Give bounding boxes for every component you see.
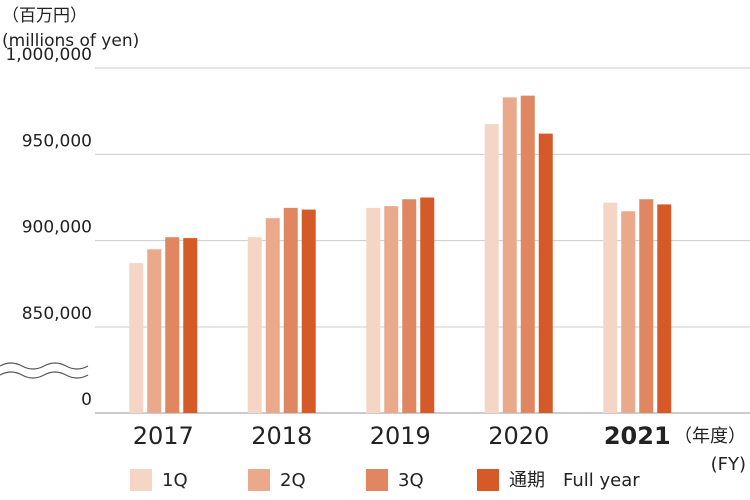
bar [265,218,280,413]
bar [147,249,162,413]
legend-label: 3Q [398,470,424,491]
bar [402,199,417,413]
y-tick-label: 1,000,000 [5,45,92,65]
x-tick-label: 2020 [488,422,549,450]
legend-swatch [477,469,499,491]
x-tick-label: 2017 [133,422,194,450]
y-tick-label: 900,000 [22,218,92,238]
legend-swatch [366,469,388,491]
axis-break [0,371,89,379]
y-tick-label: 850,000 [22,304,92,324]
x-tick-label: 2019 [370,422,431,450]
bar [183,238,198,413]
bar [165,237,180,413]
bar [639,199,654,413]
bar [603,202,618,413]
axis-break [0,362,89,370]
bar [502,97,517,413]
legend-label: 2Q [280,470,306,491]
legend-label: 通期 Full year [509,470,640,491]
chart-subtitle: (millions of yen) [2,31,139,51]
y-tick-label: 0 [81,390,92,410]
bar [657,204,672,413]
x-tick-label: 2018 [251,422,312,450]
legend-swatch [130,469,152,491]
bar [247,237,262,413]
bar [520,95,535,414]
x-tick-label: 2021 [604,422,671,450]
bar [538,133,553,413]
bar [420,197,435,413]
bar [129,263,144,413]
legend-label: 1Q [162,470,188,491]
y-tick-label: 950,000 [22,131,92,151]
bar [384,206,399,413]
bar [301,209,316,413]
x-axis-label: （年度） [674,426,746,447]
bar [283,207,298,413]
bar [484,124,499,413]
bar [621,211,636,413]
legend-swatch [248,469,270,491]
chart-title: （百万円） [2,6,87,26]
bar [366,207,381,413]
x-axis-label-en: (FY) [711,454,746,475]
